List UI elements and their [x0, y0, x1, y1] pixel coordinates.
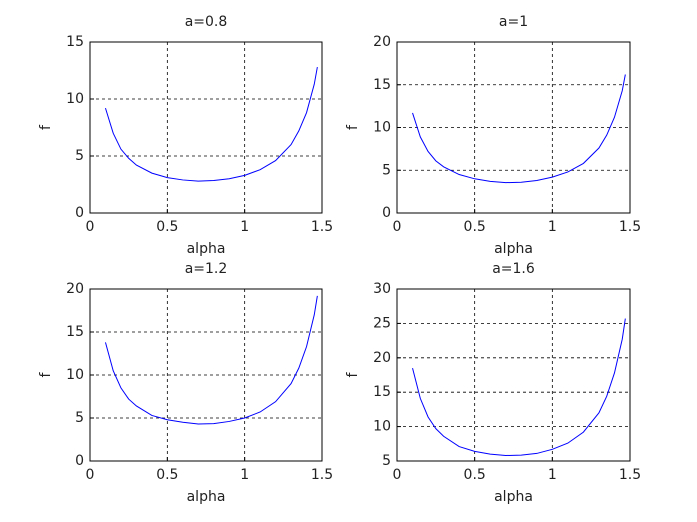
axes-frame [396, 288, 631, 462]
data-line [412, 318, 626, 456]
y-tick-label: 5 [382, 453, 391, 469]
data-line [104, 295, 318, 425]
y-axis-label: f [38, 371, 54, 377]
y-tick-label: 20 [66, 281, 84, 297]
y-axis-label: f [38, 124, 54, 130]
axes-background [90, 42, 322, 213]
x-tick-label: 0 [86, 467, 95, 483]
y-tick-label: 10 [66, 91, 84, 107]
x-tick-label: 1.5 [311, 467, 333, 483]
x-tick-label: 0 [393, 467, 402, 483]
chart-title: a=1 [499, 14, 528, 30]
y-axis-label: f [345, 371, 361, 377]
x-tick-label: 0.5 [464, 467, 486, 483]
y-tick-label: 0 [75, 453, 84, 469]
x-tick-label: 1 [548, 467, 557, 483]
x-tick-label: 0.5 [156, 467, 178, 483]
y-tick-label: 0 [382, 205, 391, 221]
y-tick-label: 10 [373, 419, 391, 435]
x-tick-label: 0 [86, 219, 95, 235]
x-tick-label: 0 [393, 219, 402, 235]
y-axis-label: f [345, 124, 361, 130]
y-tick-label: 0 [75, 205, 84, 221]
data-line [104, 66, 318, 182]
x-axis-label: alpha [494, 489, 533, 505]
y-tick-label: 20 [373, 350, 391, 366]
x-axis-label: alpha [187, 489, 226, 505]
x-tick-label: 1.5 [619, 467, 641, 483]
y-tick-label: 15 [66, 324, 84, 340]
y-tick-label: 20 [373, 34, 391, 50]
x-axis-label: alpha [494, 241, 533, 257]
x-tick-label: 1 [548, 219, 557, 235]
y-tick-label: 5 [75, 410, 84, 426]
y-tick-label: 15 [373, 77, 391, 93]
y-tick-label: 15 [66, 34, 84, 50]
y-tick-label: 25 [373, 315, 391, 331]
x-tick-label: 0.5 [156, 219, 178, 235]
y-tick-label: 5 [75, 148, 84, 164]
x-tick-label: 1.5 [311, 219, 333, 235]
axes-frame [89, 41, 323, 214]
axes-frame [396, 41, 631, 214]
y-tick-label: 10 [66, 367, 84, 383]
chart-title: a=0.8 [185, 14, 228, 30]
y-tick-label: 5 [382, 162, 391, 178]
x-tick-label: 0.5 [464, 219, 486, 235]
chart-title: a=1.2 [185, 261, 228, 277]
x-tick-label: 1 [240, 467, 249, 483]
y-tick-label: 30 [373, 281, 391, 297]
axes-frame [89, 288, 323, 462]
y-tick-label: 10 [373, 120, 391, 136]
chart-title: a=1.6 [492, 261, 535, 277]
data-line [412, 74, 626, 184]
axes-background [397, 289, 630, 461]
y-tick-label: 15 [373, 384, 391, 400]
x-tick-label: 1.5 [619, 219, 641, 235]
x-axis-label: alpha [187, 241, 226, 257]
x-tick-label: 1 [240, 219, 249, 235]
